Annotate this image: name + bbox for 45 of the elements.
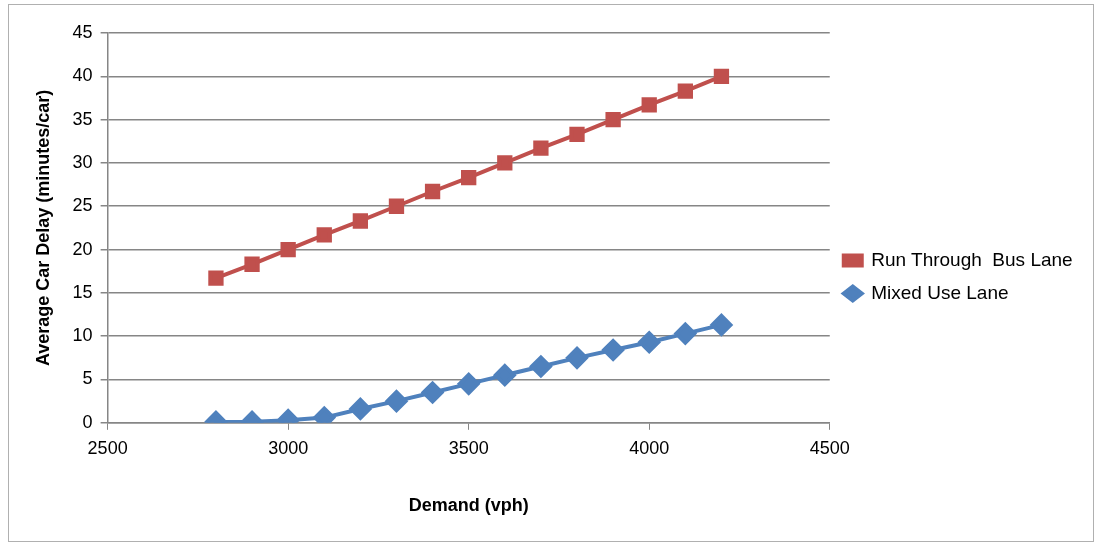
point (713, 68, 730, 84)
y-tick-label: 25 (72, 195, 93, 216)
point (638, 331, 661, 354)
x-tick-label: 2500 (87, 437, 128, 458)
point (208, 270, 224, 286)
x-tick-label: 3000 (268, 437, 309, 458)
point (566, 346, 589, 369)
point (641, 97, 657, 113)
y-tick-label: 15 (72, 281, 93, 302)
legend-label: Run Through Bus Lane (871, 248, 1073, 270)
point (710, 313, 733, 336)
point (677, 83, 693, 99)
point (605, 111, 621, 128)
point (533, 140, 549, 156)
point (352, 213, 369, 229)
legend-label: Mixed Use Lane (871, 281, 1009, 303)
point (493, 364, 516, 387)
x-tick-label: 4000 (629, 437, 670, 458)
x-axis-title: Demand (vph) (408, 495, 529, 516)
point (602, 339, 625, 362)
y-tick-label: 45 (72, 21, 93, 42)
point (674, 322, 697, 345)
point (421, 381, 444, 404)
y-tick-label: 5 (82, 368, 93, 389)
y-tick-label: 0 (82, 411, 93, 432)
point (349, 397, 372, 420)
point (424, 183, 441, 200)
point (244, 256, 260, 272)
point (569, 126, 585, 143)
x-tick-label: 3500 (448, 437, 489, 458)
y-tick-label: 35 (72, 108, 93, 129)
y-tick-label: 10 (72, 325, 93, 346)
point (385, 390, 408, 413)
point (388, 198, 405, 214)
point (280, 241, 296, 258)
point (457, 372, 480, 395)
y-axis-title: Average Car Delay (minutes/car) (32, 89, 53, 367)
point (316, 227, 332, 243)
point (529, 355, 552, 378)
point (461, 170, 477, 186)
point (497, 155, 513, 171)
y-tick-label: 40 (72, 65, 93, 86)
x-tick-label: 4500 (809, 437, 850, 458)
y-tick-label: 20 (72, 238, 93, 259)
y-tick-label: 30 (72, 151, 93, 172)
